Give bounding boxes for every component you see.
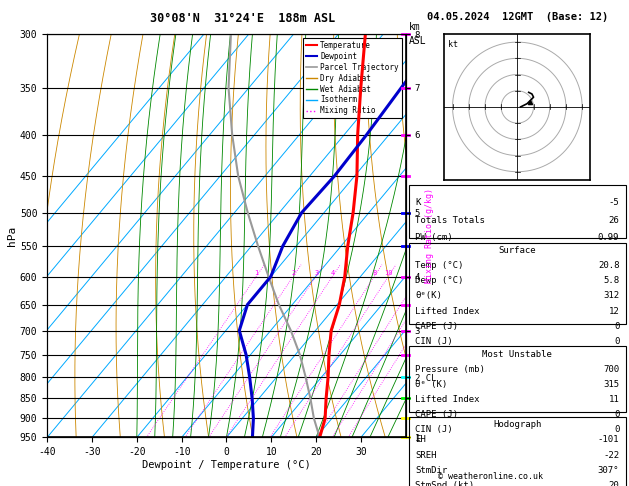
Text: CAPE (J): CAPE (J) [415, 322, 459, 330]
Text: 5.8: 5.8 [603, 276, 620, 285]
Text: 26: 26 [609, 216, 620, 225]
Text: CIN (J): CIN (J) [415, 425, 453, 434]
Text: Surface: Surface [499, 246, 536, 255]
Text: θᵉ(K): θᵉ(K) [415, 292, 442, 300]
Legend: Temperature, Dewpoint, Parcel Trajectory, Dry Adiabat, Wet Adiabat, Isotherm, Mi: Temperature, Dewpoint, Parcel Trajectory… [303, 38, 402, 119]
Text: 30°08'N  31°24'E  188m ASL: 30°08'N 31°24'E 188m ASL [150, 12, 335, 25]
Bar [409, 347, 626, 412]
Text: 20.8: 20.8 [598, 261, 620, 270]
Text: 20: 20 [609, 481, 620, 486]
Text: km: km [409, 21, 421, 32]
Bar [409, 185, 626, 238]
Text: 2: 2 [291, 270, 296, 276]
Text: Totals Totals: Totals Totals [415, 216, 485, 225]
Text: CAPE (J): CAPE (J) [415, 410, 459, 419]
Text: K: K [415, 198, 421, 207]
Bar [409, 243, 626, 324]
Text: 10: 10 [384, 270, 393, 276]
Text: 700: 700 [603, 364, 620, 374]
Text: SREH: SREH [415, 451, 437, 460]
Text: 1: 1 [255, 270, 259, 276]
Text: Hodograph: Hodograph [493, 420, 542, 429]
Text: kt: kt [448, 40, 458, 50]
Text: Most Unstable: Most Unstable [482, 349, 552, 359]
Text: 0: 0 [614, 322, 620, 330]
Text: 3: 3 [314, 270, 318, 276]
Text: © weatheronline.co.uk: © weatheronline.co.uk [438, 472, 543, 481]
Text: 312: 312 [603, 292, 620, 300]
Text: 4: 4 [331, 270, 335, 276]
Text: Lifted Index: Lifted Index [415, 395, 480, 404]
Bar [409, 417, 626, 486]
Text: ASL: ASL [409, 36, 426, 46]
Text: θᵉ (K): θᵉ (K) [415, 380, 448, 389]
Text: 307°: 307° [598, 466, 620, 475]
Text: PW (cm): PW (cm) [415, 233, 453, 242]
Text: 11: 11 [609, 395, 620, 404]
Text: 315: 315 [603, 380, 620, 389]
Text: 0: 0 [614, 337, 620, 346]
Text: -101: -101 [598, 435, 620, 444]
Text: 8: 8 [372, 270, 377, 276]
Text: StmDir: StmDir [415, 466, 448, 475]
Text: Mixing Ratio (g/kg): Mixing Ratio (g/kg) [425, 188, 434, 283]
Text: -22: -22 [603, 451, 620, 460]
Text: 0: 0 [614, 410, 620, 419]
Text: Dewp (°C): Dewp (°C) [415, 276, 464, 285]
Text: Temp (°C): Temp (°C) [415, 261, 464, 270]
Text: 12: 12 [609, 307, 620, 315]
X-axis label: Dewpoint / Temperature (°C): Dewpoint / Temperature (°C) [142, 460, 311, 470]
Text: 04.05.2024  12GMT  (Base: 12): 04.05.2024 12GMT (Base: 12) [426, 12, 608, 22]
Text: -5: -5 [609, 198, 620, 207]
Text: Pressure (mb): Pressure (mb) [415, 364, 485, 374]
Text: StmSpd (kt): StmSpd (kt) [415, 481, 474, 486]
Text: 0: 0 [614, 425, 620, 434]
Text: CIN (J): CIN (J) [415, 337, 453, 346]
Text: Lifted Index: Lifted Index [415, 307, 480, 315]
Text: 0.99: 0.99 [598, 233, 620, 242]
Text: EH: EH [415, 435, 426, 444]
Y-axis label: hPa: hPa [7, 226, 17, 246]
